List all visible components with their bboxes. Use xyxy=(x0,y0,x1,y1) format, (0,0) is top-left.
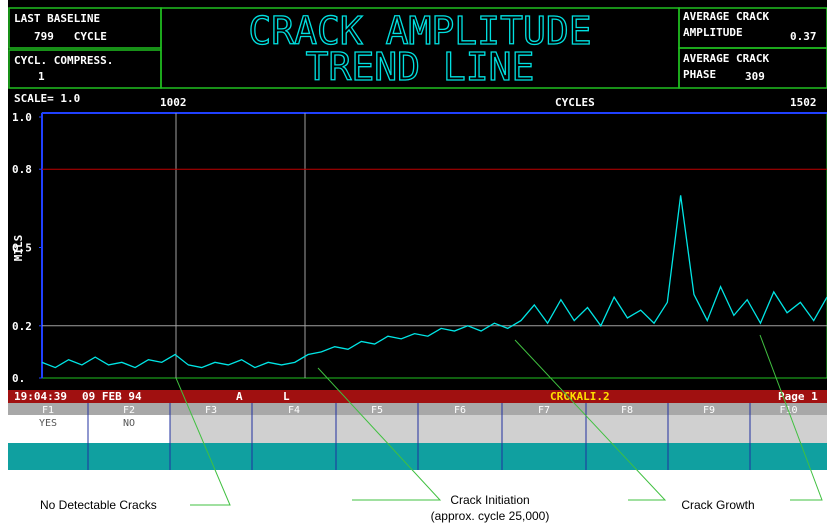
x-start: 1002 xyxy=(160,96,187,109)
y-tick-label: 0.5 xyxy=(12,242,32,255)
function-key: F9 xyxy=(703,405,715,416)
header-boxes xyxy=(8,7,827,89)
function-key: F4 xyxy=(288,405,300,416)
status-mode: A xyxy=(236,390,243,403)
phase-label: AVERAGE CRACK xyxy=(683,52,769,65)
function-key: F6 xyxy=(454,405,466,416)
x-label: CYCLES xyxy=(555,96,595,109)
compress-value: 1 xyxy=(38,70,45,83)
title-2: TREND LINE xyxy=(306,45,535,89)
function-key: F2 xyxy=(123,405,135,416)
status-file: CRCKALI.2 xyxy=(550,390,610,403)
status-time: 19:04:39 xyxy=(14,390,67,403)
baseline-label: LAST BASELINE xyxy=(14,12,100,25)
scale: SCALE= 1.0 xyxy=(14,92,80,105)
screen-bg xyxy=(8,0,827,390)
function-key: F5 xyxy=(371,405,383,416)
amp-value: 0.37 xyxy=(790,30,817,43)
y-tick-label: 0.8 xyxy=(12,163,32,176)
key-value: NO xyxy=(123,418,135,429)
function-key: F8 xyxy=(621,405,633,416)
y-tick-label: 0.2 xyxy=(12,320,32,333)
function-key: F7 xyxy=(538,405,550,416)
phase-value: 309 xyxy=(745,70,765,83)
y-tick-label: 1.0 xyxy=(12,111,32,124)
status-flag: L xyxy=(283,390,290,403)
baseline-value: 799 CYCLE xyxy=(34,30,107,43)
status-bar xyxy=(8,390,827,403)
title-1: CRACK AMPLITUDE xyxy=(248,9,591,53)
y-label: MILS xyxy=(12,235,25,262)
annotation: Crack Initiation xyxy=(450,493,529,507)
x-end: 1502 xyxy=(790,96,817,109)
amp-label: AVERAGE CRACK xyxy=(683,10,769,23)
y-tick-label: 0. xyxy=(12,372,25,385)
compress-label: CYCL. COMPRESS. xyxy=(14,54,113,67)
key-value: YES xyxy=(39,418,57,429)
annotation: No Detectable Cracks xyxy=(40,498,157,512)
plot: 1.0 0.8 0.5 0.2 0. xyxy=(12,111,827,385)
trend-line xyxy=(41,195,827,369)
status-page: Page 1 xyxy=(778,390,818,403)
amp-label2: AMPLITUDE xyxy=(683,26,743,39)
annotation: Crack Growth xyxy=(681,498,754,512)
key-row-active xyxy=(8,415,170,443)
status-date: 09 FEB 94 xyxy=(82,390,142,403)
function-key: F3 xyxy=(205,405,217,416)
leaders xyxy=(175,334,823,506)
function-key: F1 xyxy=(42,405,54,416)
annotation: (approx. cycle 25,000) xyxy=(431,509,550,523)
phase-label2: PHASE xyxy=(683,68,716,81)
